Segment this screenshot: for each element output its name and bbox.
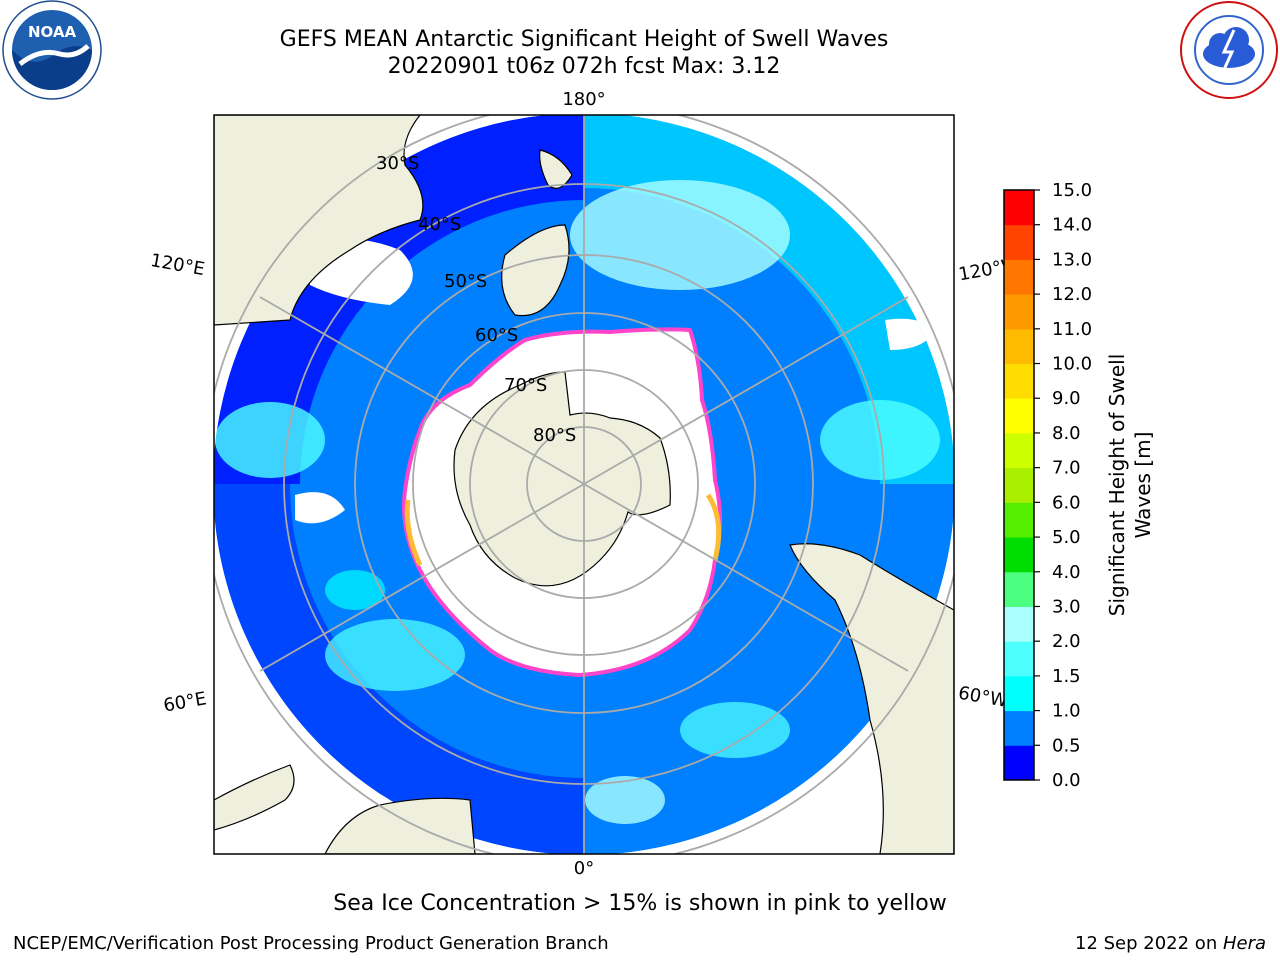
colorbar-swatch (1004, 606, 1034, 642)
colorbar-swatch (1004, 398, 1034, 434)
lat-label-40s: 40°S (418, 214, 461, 235)
colorbar-tick-label: 5.0 (1052, 527, 1081, 548)
colorbar-tick-label: 9.0 (1052, 388, 1081, 409)
lon-label-60e: 60°E (162, 688, 208, 716)
colorbar-tick-label: 1.5 (1052, 666, 1081, 687)
map-title: GEFS MEAN Antarctic Significant Height o… (279, 27, 889, 52)
new-zealand-north-island (539, 149, 573, 189)
colorbar-swatch (1004, 710, 1034, 746)
colorbar-tick-label: 8.0 (1052, 423, 1081, 444)
colorbar-swatch (1004, 328, 1034, 365)
colorbar-swatch (1004, 224, 1034, 260)
lon-label-120e: 120°E (149, 250, 207, 280)
colorbar-tick-label: 13.0 (1052, 249, 1092, 270)
colorbar-tick-label: 4.0 (1052, 562, 1081, 583)
colorbar-tick-label: 3.0 (1052, 596, 1081, 617)
colorbar-swatch (1004, 467, 1034, 503)
noaa-logo: NOAA (2, 0, 102, 100)
new-zealand-landmass (501, 224, 570, 317)
footer-date: 12 Sep 2022 on Hera (1075, 933, 1266, 954)
south-america-landmass (789, 543, 954, 854)
colorbar-swatch (1004, 675, 1034, 712)
colorbar-swatch (1004, 537, 1034, 573)
nws-logo (1180, 1, 1278, 99)
colorbar-frame (1003, 189, 1035, 781)
colorbar-swatch (1004, 502, 1034, 538)
colorbar-tick-label: 7.0 (1052, 458, 1081, 479)
map-subtitle: 20220901 t06z 072h fcst Max: 3.12 (387, 54, 781, 79)
colorbar-label-line2: Waves [m] (1131, 432, 1155, 539)
colorbar-tick-label: 0.0 (1052, 770, 1081, 791)
south-africa-landmass (324, 797, 476, 854)
colorbar: 0.0 0.5 1.0 1.5 2.0 3.0 4.0 5.0 6.0 7.0 8.0 9.0 10.0… (1003, 180, 1092, 791)
colorbar-tick-label: 12.0 (1052, 284, 1092, 305)
colorbar-swatch (1004, 190, 1034, 226)
lat-label-80s: 80°S (533, 425, 576, 446)
lon-label-0: 0° (574, 858, 594, 879)
colorbar-tick-label: 10.0 (1052, 354, 1092, 375)
lat-label-60s: 60°S (475, 325, 518, 346)
colorbar-swatch (1004, 571, 1034, 607)
noaa-logo-text: NOAA (28, 23, 77, 41)
footer-credit: NCEP/EMC/Verification Post Processing Pr… (13, 933, 609, 954)
colorbar-swatch (1004, 363, 1034, 399)
colorbar-tick-label: 2.0 (1052, 631, 1081, 652)
colorbar-swatch (1004, 432, 1034, 469)
sea-ice-note: Sea Ice Concentration > 15% is shown in … (333, 891, 947, 916)
lat-label-50s: 50°S (444, 271, 487, 292)
graticule (214, 115, 954, 854)
antarctica-landmass (453, 371, 671, 587)
madagascar-landmass (214, 764, 295, 831)
lat-label-30s: 30°S (376, 153, 419, 174)
footer-machine: Hera (1222, 933, 1266, 954)
colorbar-swatch (1004, 745, 1034, 781)
lon-label-60w: 60°W (957, 683, 1010, 712)
lat-label-70s: 70°S (504, 375, 547, 396)
colorbar-tick-label: 11.0 (1052, 319, 1092, 340)
colorbar-tick-label: 14.0 (1052, 215, 1092, 236)
colorbar-tick-label: 6.0 (1052, 492, 1081, 513)
colorbar-swatch (1004, 641, 1034, 677)
colorbar-swatch (1004, 294, 1034, 330)
footer-date-text: 12 Sep 2022 on (1075, 933, 1223, 954)
colorbar-tick-label: 15.0 (1052, 180, 1092, 201)
colorbar-swatch (1004, 259, 1034, 295)
colorbar-tick-label: 0.5 (1052, 735, 1081, 756)
colorbar-label-line1: Significant Height of Swell (1105, 354, 1129, 616)
lon-label-180: 180° (562, 89, 605, 110)
colorbar-tick-label: 1.0 (1052, 701, 1081, 722)
